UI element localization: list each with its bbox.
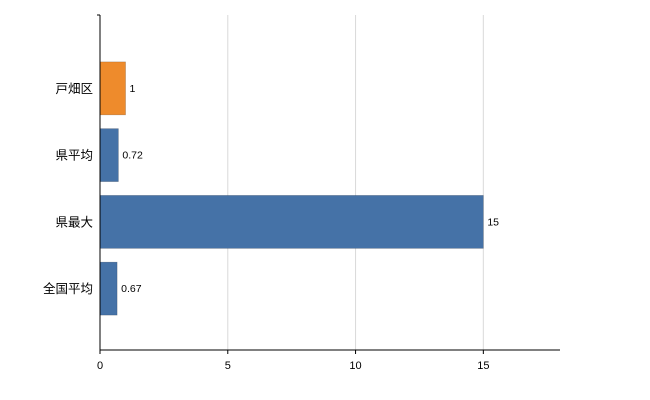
bar — [99, 61, 126, 116]
bar-value-label: 0.72 — [122, 150, 143, 162]
x-tick-label: 0 — [97, 360, 103, 372]
x-tick-label: 5 — [225, 360, 231, 372]
bar-value-label: 0.67 — [121, 283, 142, 295]
category-label: 県平均 — [55, 149, 93, 163]
category-label: 全国平均 — [43, 281, 93, 296]
bar-value-label: 15 — [487, 216, 499, 228]
x-tick-label: 15 — [477, 360, 489, 372]
category-label: 戸畑区 — [55, 82, 93, 96]
bar — [99, 195, 484, 249]
bar — [99, 261, 118, 316]
x-tick-label: 10 — [349, 360, 361, 372]
bar — [99, 128, 119, 182]
category-label: 県最大 — [55, 215, 93, 229]
bar-value-label: 1 — [130, 83, 136, 95]
